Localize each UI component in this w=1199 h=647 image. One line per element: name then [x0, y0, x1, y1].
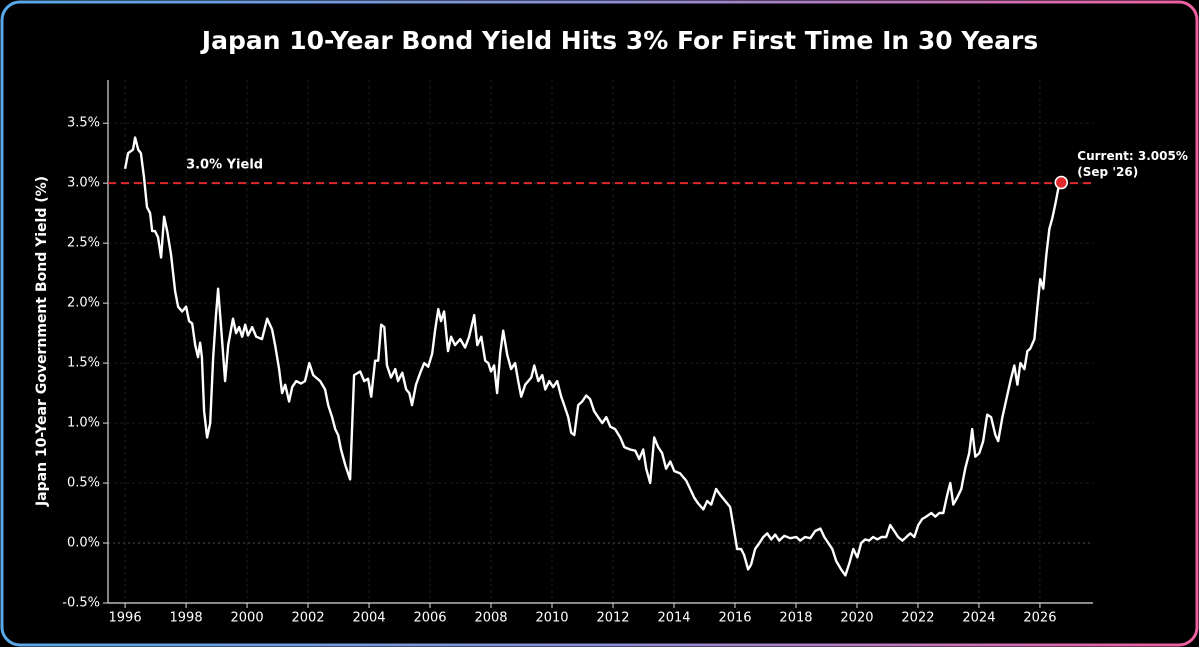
x-tick-label: 2002: [292, 611, 325, 626]
y-tick-label: 0.5%: [67, 476, 100, 491]
chart-title: Japan 10-Year Bond Yield Hits 3% For Fir…: [200, 26, 1038, 55]
x-tick-label: 2022: [901, 611, 934, 626]
x-tick-label: 2008: [474, 611, 507, 626]
x-tick-label: 1998: [170, 611, 203, 626]
reference-label: 3.0% Yield: [186, 158, 263, 173]
x-tick-label: 2026: [1023, 611, 1056, 626]
y-axis-label: Japan 10-Year Government Bond Yield (%): [34, 176, 50, 507]
x-tick-label: 2012: [596, 611, 629, 626]
current-marker: [1054, 175, 1069, 190]
x-tick-label: 2014: [657, 611, 690, 626]
current-annotation: (Sep '26): [1077, 165, 1138, 179]
current-annotation: Current: 3.005%: [1077, 149, 1188, 163]
y-tick-label: 0.0%: [67, 536, 100, 551]
series-line: [123, 136, 1063, 577]
y-tick-label: 3.0%: [67, 176, 100, 191]
y-tick-label: 2.5%: [67, 236, 100, 251]
y-tick-label: 3.5%: [67, 116, 100, 131]
x-tick-label: 2016: [718, 611, 751, 626]
x-tick-label: 2020: [840, 611, 873, 626]
x-tick-label: 2006: [413, 611, 446, 626]
x-tick-label: 2018: [779, 611, 812, 626]
x-tick-label: 2004: [352, 611, 385, 626]
y-tick-label: -0.5%: [62, 596, 100, 611]
x-tick-label: 2024: [962, 611, 995, 626]
y-tick-label: 1.0%: [67, 416, 100, 431]
x-tick-label: 1996: [109, 611, 142, 626]
x-tick-label: 2000: [231, 611, 264, 626]
y-tick-label: 1.5%: [67, 356, 100, 371]
x-tick-label: 2010: [535, 611, 568, 626]
y-tick-label: 2.0%: [67, 296, 100, 311]
